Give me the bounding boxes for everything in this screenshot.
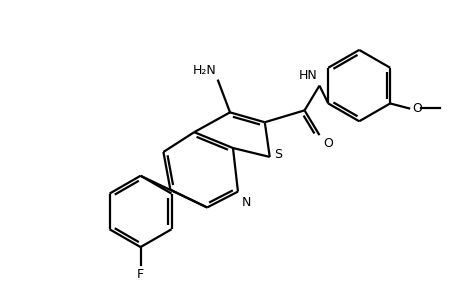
- Text: O: O: [323, 137, 333, 150]
- Text: N: N: [241, 196, 251, 208]
- Text: F: F: [137, 268, 144, 281]
- Text: H₂N: H₂N: [192, 64, 216, 77]
- Text: HN: HN: [298, 69, 317, 82]
- Text: O: O: [411, 102, 421, 115]
- Text: S: S: [273, 148, 281, 161]
